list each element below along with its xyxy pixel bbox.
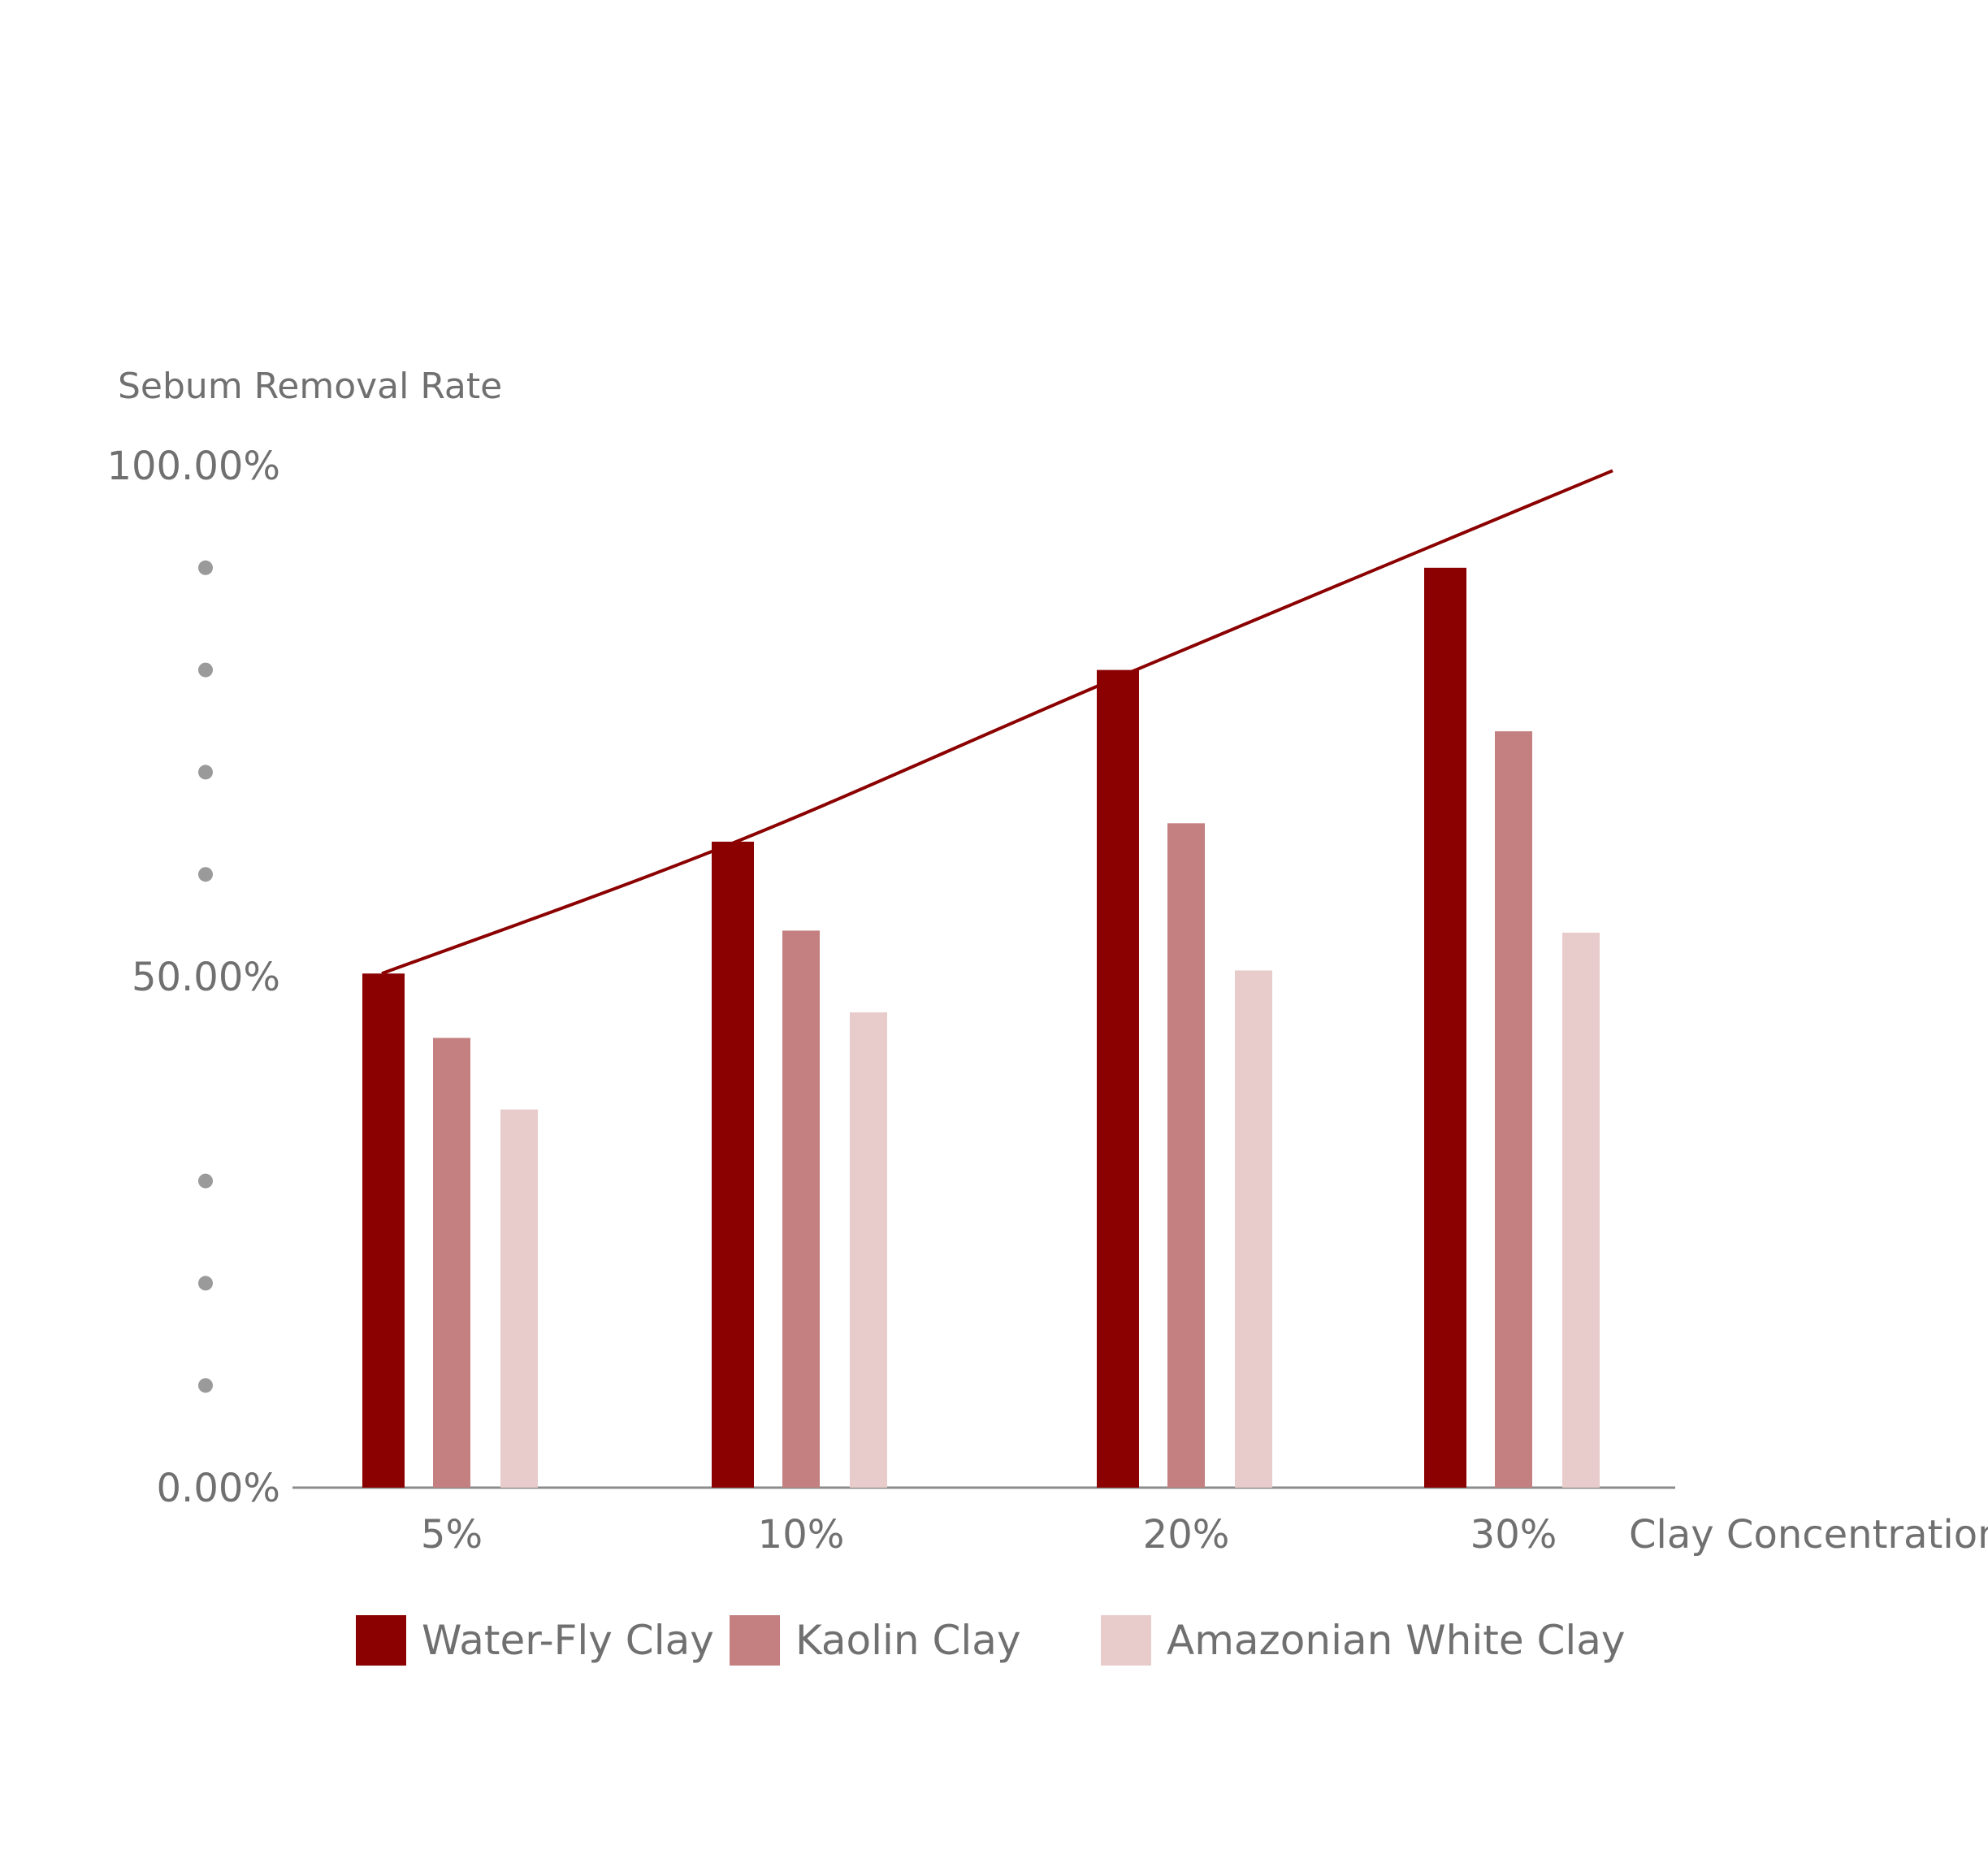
- y-tick-label: 100.00%: [106, 444, 280, 489]
- legend: Water-Fly Clay Kaolin Clay Amazonian White…: [356, 1615, 1626, 1666]
- bar-2-2: [782, 930, 820, 1488]
- y-minor-dot: [198, 560, 213, 575]
- y-minor-dot: [198, 1378, 213, 1393]
- trend-line: [381, 469, 1613, 976]
- y-minor-dot: [198, 662, 213, 678]
- y-axis-ticks: 0.00% 50.00% 100.00%: [106, 444, 280, 1511]
- x-axis-title: Clay Concentration: [1629, 1512, 1988, 1558]
- bar-3-4: [1562, 932, 1600, 1488]
- bar-2-4: [1495, 731, 1532, 1488]
- bar-1-2: [712, 841, 754, 1488]
- bar-2-1: [433, 1038, 470, 1488]
- bar-3-1: [500, 1109, 538, 1488]
- x-tick-label: 20%: [1143, 1512, 1230, 1558]
- legend-label: Water-Fly Clay: [422, 1617, 714, 1664]
- bar-3-2: [850, 1012, 887, 1488]
- bar-3-3: [1235, 970, 1272, 1488]
- y-axis-minor-dots: [198, 560, 213, 1393]
- y-tick-label: 50.00%: [132, 955, 280, 1000]
- legend-swatch: [356, 1615, 406, 1666]
- trend-line-group: [381, 469, 1613, 976]
- legend-swatch: [1101, 1615, 1151, 1666]
- y-minor-dot: [198, 1173, 213, 1189]
- bar-1-4: [1424, 567, 1466, 1488]
- y-minor-dot: [198, 765, 213, 780]
- bar-1-1: [362, 973, 405, 1488]
- bar-series: [362, 567, 1600, 1488]
- legend-label: Kaolin Clay: [795, 1617, 1021, 1664]
- x-tick-label: 30%: [1470, 1512, 1557, 1558]
- x-tick-label: 10%: [758, 1512, 845, 1558]
- legend-swatch: [730, 1615, 780, 1666]
- y-minor-dot: [198, 1276, 213, 1291]
- legend-label: Amazonian White Clay: [1167, 1617, 1626, 1664]
- x-axis-ticks: 5% 10% 20% 30%: [421, 1512, 1557, 1558]
- y-tick-label: 0.00%: [157, 1466, 280, 1511]
- y-axis-title: Sebum Removal Rate: [118, 366, 502, 407]
- x-tick-label: 5%: [421, 1512, 483, 1558]
- bar-2-3: [1167, 823, 1205, 1488]
- y-minor-dot: [198, 867, 213, 882]
- bar-1-3: [1097, 669, 1139, 1488]
